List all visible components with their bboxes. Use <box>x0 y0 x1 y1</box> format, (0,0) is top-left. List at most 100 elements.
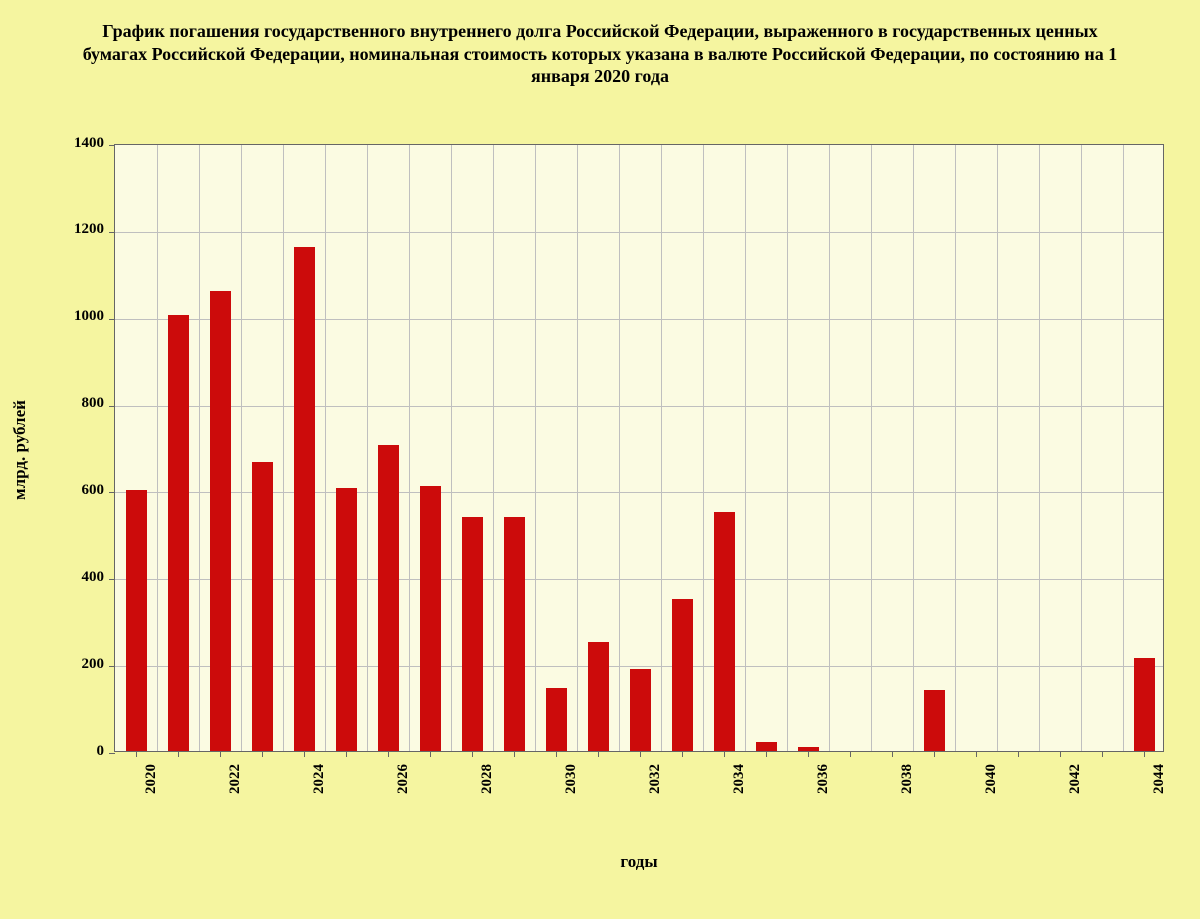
chart-container: График погашения государственного внутре… <box>0 0 1200 919</box>
x-tick-label: 2026 <box>395 764 412 864</box>
y-tick-label: 0 <box>54 743 104 760</box>
gridline-vertical <box>703 145 704 751</box>
x-tick-label: 2030 <box>563 764 580 864</box>
x-tick <box>556 751 557 757</box>
gridline-vertical <box>955 145 956 751</box>
chart-area: млрд. рублей годы 0200400600800100012001… <box>0 144 1200 919</box>
gridline-vertical <box>997 145 998 751</box>
gridline-vertical <box>409 145 410 751</box>
y-tick <box>109 319 115 320</box>
bar <box>336 488 357 751</box>
x-tick-label: 2032 <box>647 764 664 864</box>
bar <box>588 642 609 751</box>
x-tick <box>136 751 137 757</box>
x-tick-label: 2020 <box>143 764 160 864</box>
gridline-vertical <box>325 145 326 751</box>
chart-title: График погашения государственного внутре… <box>78 20 1122 88</box>
gridline-horizontal <box>115 406 1163 407</box>
x-tick <box>640 751 641 757</box>
y-tick-label: 400 <box>54 569 104 586</box>
x-tick-label: 2022 <box>227 764 244 864</box>
x-tick <box>514 751 515 757</box>
x-tick-label: 2040 <box>983 764 1000 864</box>
gridline-vertical <box>199 145 200 751</box>
x-tick <box>430 751 431 757</box>
bar <box>630 669 651 752</box>
x-tick-label: 2038 <box>899 764 916 864</box>
y-tick <box>109 666 115 667</box>
x-tick-label: 2036 <box>815 764 832 864</box>
bar <box>252 462 273 751</box>
gridline-vertical <box>661 145 662 751</box>
bar <box>378 445 399 751</box>
gridline-vertical <box>535 145 536 751</box>
gridline-vertical <box>619 145 620 751</box>
x-tick-label: 2024 <box>311 764 328 864</box>
y-tick-label: 1400 <box>54 135 104 152</box>
x-tick <box>472 751 473 757</box>
y-tick <box>109 145 115 146</box>
x-tick-label: 2044 <box>1151 764 1168 864</box>
y-axis-label: млрд. рублей <box>10 350 30 550</box>
x-tick <box>892 751 893 757</box>
gridline-vertical <box>283 145 284 751</box>
bar <box>672 599 693 751</box>
gridline-vertical <box>157 145 158 751</box>
bar <box>294 247 315 751</box>
x-tick-label: 2028 <box>479 764 496 864</box>
y-tick <box>109 579 115 580</box>
x-tick <box>598 751 599 757</box>
x-tick <box>262 751 263 757</box>
x-tick <box>808 751 809 757</box>
gridline-vertical <box>1039 145 1040 751</box>
x-axis-label: годы <box>114 852 1164 872</box>
x-tick-label: 2042 <box>1067 764 1084 864</box>
gridline-vertical <box>451 145 452 751</box>
bar <box>546 688 567 751</box>
gridline-vertical <box>241 145 242 751</box>
bar <box>714 512 735 751</box>
bar <box>798 747 819 751</box>
x-tick <box>304 751 305 757</box>
y-tick <box>109 232 115 233</box>
gridline-horizontal <box>115 319 1163 320</box>
y-tick-label: 1200 <box>54 221 104 238</box>
bar <box>126 490 147 751</box>
x-tick <box>1102 751 1103 757</box>
bar <box>504 517 525 752</box>
bar <box>462 517 483 752</box>
x-tick <box>1018 751 1019 757</box>
gridline-vertical <box>1123 145 1124 751</box>
x-tick <box>976 751 977 757</box>
x-tick <box>934 751 935 757</box>
plot-area <box>114 144 1164 752</box>
gridline-vertical <box>787 145 788 751</box>
x-tick <box>724 751 725 757</box>
gridline-vertical <box>367 145 368 751</box>
y-tick <box>109 753 115 754</box>
bar <box>420 486 441 751</box>
x-tick <box>1060 751 1061 757</box>
gridline-vertical <box>745 145 746 751</box>
bar <box>210 291 231 751</box>
x-tick <box>1144 751 1145 757</box>
gridline-vertical <box>577 145 578 751</box>
x-tick <box>178 751 179 757</box>
x-tick <box>388 751 389 757</box>
x-tick <box>220 751 221 757</box>
y-tick <box>109 492 115 493</box>
gridline-vertical <box>913 145 914 751</box>
bar <box>756 742 777 751</box>
y-tick-label: 1000 <box>54 308 104 325</box>
gridline-vertical <box>829 145 830 751</box>
gridline-horizontal <box>115 232 1163 233</box>
y-tick-label: 800 <box>54 395 104 412</box>
x-tick-label: 2034 <box>731 764 748 864</box>
bar <box>168 315 189 751</box>
y-tick <box>109 406 115 407</box>
gridline-vertical <box>493 145 494 751</box>
y-tick-label: 200 <box>54 656 104 673</box>
x-tick <box>850 751 851 757</box>
bar <box>924 690 945 751</box>
gridline-vertical <box>871 145 872 751</box>
